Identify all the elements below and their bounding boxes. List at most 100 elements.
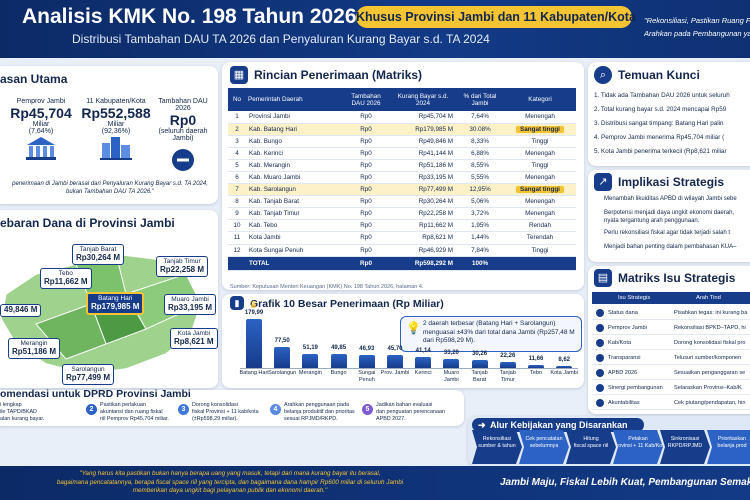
isu-row: APBD 2026 Sesuaikan penganggaran se xyxy=(592,366,750,380)
cell-pct-text: 12,95% xyxy=(469,186,491,194)
cell-dau-text: Rp0 xyxy=(360,210,372,218)
map-label-muaro-jambi: Muaro Jambi Rp33,195 M xyxy=(164,294,217,315)
cell-kat: Menengah xyxy=(504,147,576,160)
map-label-sarolangun: Sarolangun Rp77,499 M xyxy=(62,364,115,385)
rekomendasi-item: Arahkan penggunaan pada belanja produkti… xyxy=(284,402,355,422)
cell-daerah-text: Kab. Tanjab Barat xyxy=(249,198,299,206)
bar xyxy=(556,365,573,368)
cell-daerah: Provinsi Jambi xyxy=(246,111,342,124)
cell-pct-text: 3,72% xyxy=(471,210,489,218)
cell-kb-text: Rp179,985 M xyxy=(415,125,453,133)
cell-daerah-text: Kota Sungai Penuh xyxy=(249,246,304,254)
cell-no: 8 xyxy=(228,195,246,209)
grid-icon: ▤ xyxy=(594,269,612,287)
cell-kb: Rp49,846 M xyxy=(390,135,456,148)
bar-value-label: 41,14 xyxy=(415,347,431,354)
bar xyxy=(302,353,319,368)
rekomendasi-item: Jadikan bahan evaluasi dan penguatan per… xyxy=(376,402,445,422)
alur-step: Hitung fiscal space riil xyxy=(566,430,616,464)
bar xyxy=(330,354,347,368)
cell-pct: 1,95% xyxy=(456,219,504,233)
kpi-value: Rp0 xyxy=(169,112,197,128)
cell-kat-text: Menengah xyxy=(525,149,555,157)
cell-no-text: 9 xyxy=(235,210,239,218)
map-label-bungo: 49,846 M xyxy=(0,304,42,317)
cell-pct-text: 1,44% xyxy=(471,234,489,242)
cell-kb-text: Rp46,929 M xyxy=(418,246,453,254)
kpi-unit: (seluruh daerah Jambi) xyxy=(158,128,208,142)
table-row: 6 Kab. Muaro Jambi Rp0 Rp33,195 M 5,55% Menen… xyxy=(228,171,576,185)
implikasi-card xyxy=(588,170,750,262)
isu-card xyxy=(588,266,750,414)
cell-daerah: Kota Jambi xyxy=(246,231,342,245)
cell-kb-text: Rp33,195 M xyxy=(418,174,453,182)
cell-kb: Rp33,195 M xyxy=(390,171,456,185)
bar-value-label: 8,62 xyxy=(558,356,571,363)
bar-value-label: 45,70 xyxy=(387,346,403,353)
matriks-title: Rincian Penerimaan (Matriks) xyxy=(254,68,423,82)
cell-dau-text: Rp0 xyxy=(360,234,372,242)
isu-arah: Telusuri sumber/komponen xyxy=(674,355,742,361)
cell-pct-text: 30.08% xyxy=(469,125,491,133)
cell-no: 7 xyxy=(228,183,246,197)
cell-kb: Rp11,662 M xyxy=(390,219,456,233)
rekomendasi-title: omendasi untuk DPRD Provinsi Jambi xyxy=(0,388,191,400)
bar xyxy=(274,346,291,368)
cell-daerah: Kab. Tanjab Barat xyxy=(246,195,342,209)
kpi-kabkota: 11 Kabupaten/Kota Rp552,588 Miliar (92,3… xyxy=(78,98,154,163)
arrow-right-icon: ➜ xyxy=(478,420,486,430)
cell-daerah: Kab. Bungo xyxy=(246,135,342,148)
header-quote-line-2: Arahkan pada Pembangunan yang Pro xyxy=(644,29,750,38)
ringkasan-note-line-2: bukan Tambahan DAU TA 2026." xyxy=(66,189,154,195)
col-header: % dari Total Jambi xyxy=(456,88,504,111)
alur-title: Alur Kebijakan yang Disarankan xyxy=(490,420,628,430)
cell-kat: Sangat tinggi xyxy=(504,183,576,197)
bar-chart: 179,99 Batang Hari 77,50 Sarolangun 51,19 Mer… xyxy=(222,294,584,388)
rekomendasi-number: 4 xyxy=(270,404,281,415)
cell-no: 3 xyxy=(228,135,246,148)
cell-kat-text: Tinggi xyxy=(531,137,549,145)
bar xyxy=(528,364,544,368)
cell-kb-text: Rp8,621 M xyxy=(422,234,453,242)
cell-pct: 5,55% xyxy=(456,171,504,185)
cell-kat-text: Menengah xyxy=(525,113,555,121)
alur-title-box: ➜ Alur Kebijakan yang Disarankan xyxy=(472,418,644,432)
cell-no: 1 xyxy=(228,111,246,124)
cell-kat: Sangat tinggi xyxy=(504,123,576,136)
isu-row: Transparansi Telusuri sumber/komponen xyxy=(592,351,750,365)
cell-dau: Rp0 xyxy=(342,231,390,245)
bar-category-label: Tanjab Barat xyxy=(471,370,488,383)
table-row: 5 Kab. Merangin Rp0 Rp51,186 M 8,55% Tinggi xyxy=(228,159,576,172)
cell-pct: 30.08% xyxy=(456,123,504,136)
cell-kat-text: Menengah xyxy=(525,174,555,182)
table-row: 9 Kab. Tanjab Timur Rp0 Rp22,258 M 3,72% Mene… xyxy=(228,207,576,221)
cell-kb: Rp77,499 M xyxy=(390,183,456,197)
bar-category-label: Merangin xyxy=(298,370,322,376)
bar xyxy=(246,318,262,368)
cell-kat-text: Rendah xyxy=(528,222,552,230)
map-label-value: Rp77,499 M xyxy=(66,373,111,382)
matriks-source: Sumber: Keputusan Menteri Keuangan (KMK)… xyxy=(230,284,424,290)
table-row: 3 Kab. Bungo Rp0 Rp49,846 M 8,33% Tinggi xyxy=(228,135,576,148)
total-cell: TOTAL xyxy=(246,256,342,271)
cell-dau-text: Rp0 xyxy=(360,246,372,254)
temuan-item: 3. Distribusi sangat timpang: Batang Har… xyxy=(594,120,724,127)
cell-dau: Rp0 xyxy=(342,183,390,197)
ringkasan-note-line-1: penerimaan di Jambi berasal dari Penyalu… xyxy=(12,181,208,187)
table-row: 11 Kota Jambi Rp0 Rp8,621 M 1,44% Terendah xyxy=(228,231,576,245)
bar-category-label: Sarolangun xyxy=(268,370,297,376)
bar-value-label: 33,20 xyxy=(443,349,459,356)
bar xyxy=(415,356,432,368)
bar-category-label: Tebo xyxy=(530,370,542,376)
cell-daerah-text: Kab. Tanjab Timur xyxy=(249,210,300,218)
map-label-tebo: Tebo Rp11,662 M xyxy=(40,268,92,289)
alur-step: Sinkronisasi RKPD/RPJMD xyxy=(660,430,710,464)
map-label-name: Tebo xyxy=(58,270,73,277)
kpi-label: Tambahan DAU 2026 xyxy=(158,98,208,112)
map-label-value: Rp33,195 M xyxy=(168,303,213,312)
table-row: 8 Kab. Tanjab Barat Rp0 Rp30,264 M 5,06% Mene… xyxy=(228,195,576,209)
map-label-kota-jambi: Kota Jambi Rp8,621 M xyxy=(170,328,218,349)
kpi-value: Rp45,704 xyxy=(10,105,72,121)
alur-step: Petakan Provinsi + 11 Kab/Kota xyxy=(613,430,663,464)
cell-kat: Menengah xyxy=(504,111,576,124)
